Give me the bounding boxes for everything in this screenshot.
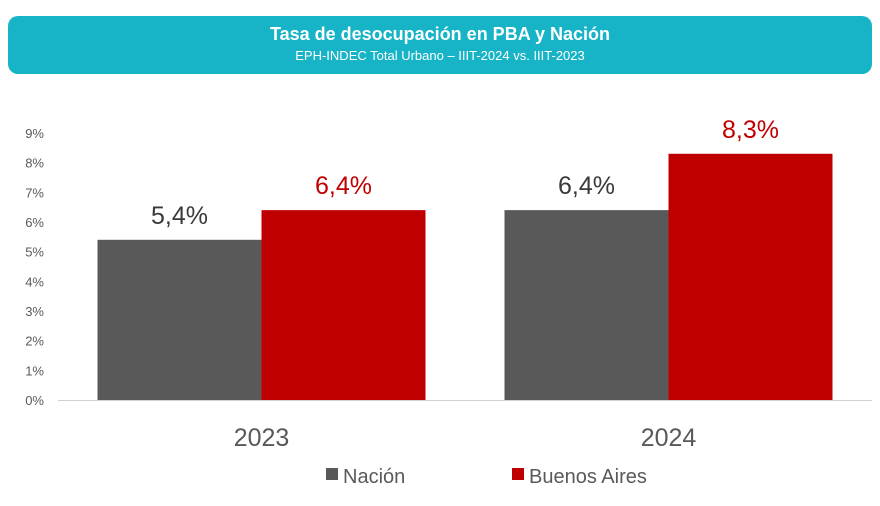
bar <box>668 153 833 400</box>
y-tick-label: 5% <box>25 245 44 260</box>
y-tick-label: 2% <box>25 334 44 349</box>
data-label: 6,4% <box>558 172 615 200</box>
y-tick-label: 1% <box>25 363 44 378</box>
chart-header-banner: Tasa de desocupación en PBA y Nación EPH… <box>8 16 872 74</box>
legend-swatch <box>512 468 524 480</box>
y-tick-label: 8% <box>25 156 44 171</box>
y-tick-label: 9% <box>25 126 44 141</box>
chart-subtitle: EPH-INDEC Total Urbano – IIIT-2024 vs. I… <box>295 48 585 63</box>
data-label: 5,4% <box>151 202 208 230</box>
legend-swatch <box>326 468 338 480</box>
data-label: 8,3% <box>722 116 779 144</box>
y-tick-label: 4% <box>25 274 44 289</box>
bar <box>504 210 669 400</box>
legend-label: Nación <box>343 466 405 488</box>
x-tick-label: 2023 <box>234 424 290 452</box>
legend-label: Buenos Aires <box>529 466 647 488</box>
y-tick-label: 0% <box>25 393 44 408</box>
y-tick-label: 6% <box>25 215 44 230</box>
y-tick-label: 3% <box>25 304 44 319</box>
chart-title: Tasa de desocupación en PBA y Nación <box>269 24 611 44</box>
data-label: 6,4% <box>315 172 372 200</box>
x-tick-label: 2024 <box>641 424 697 452</box>
bar <box>97 239 262 400</box>
y-tick-label: 7% <box>25 185 44 200</box>
bar <box>261 210 426 400</box>
